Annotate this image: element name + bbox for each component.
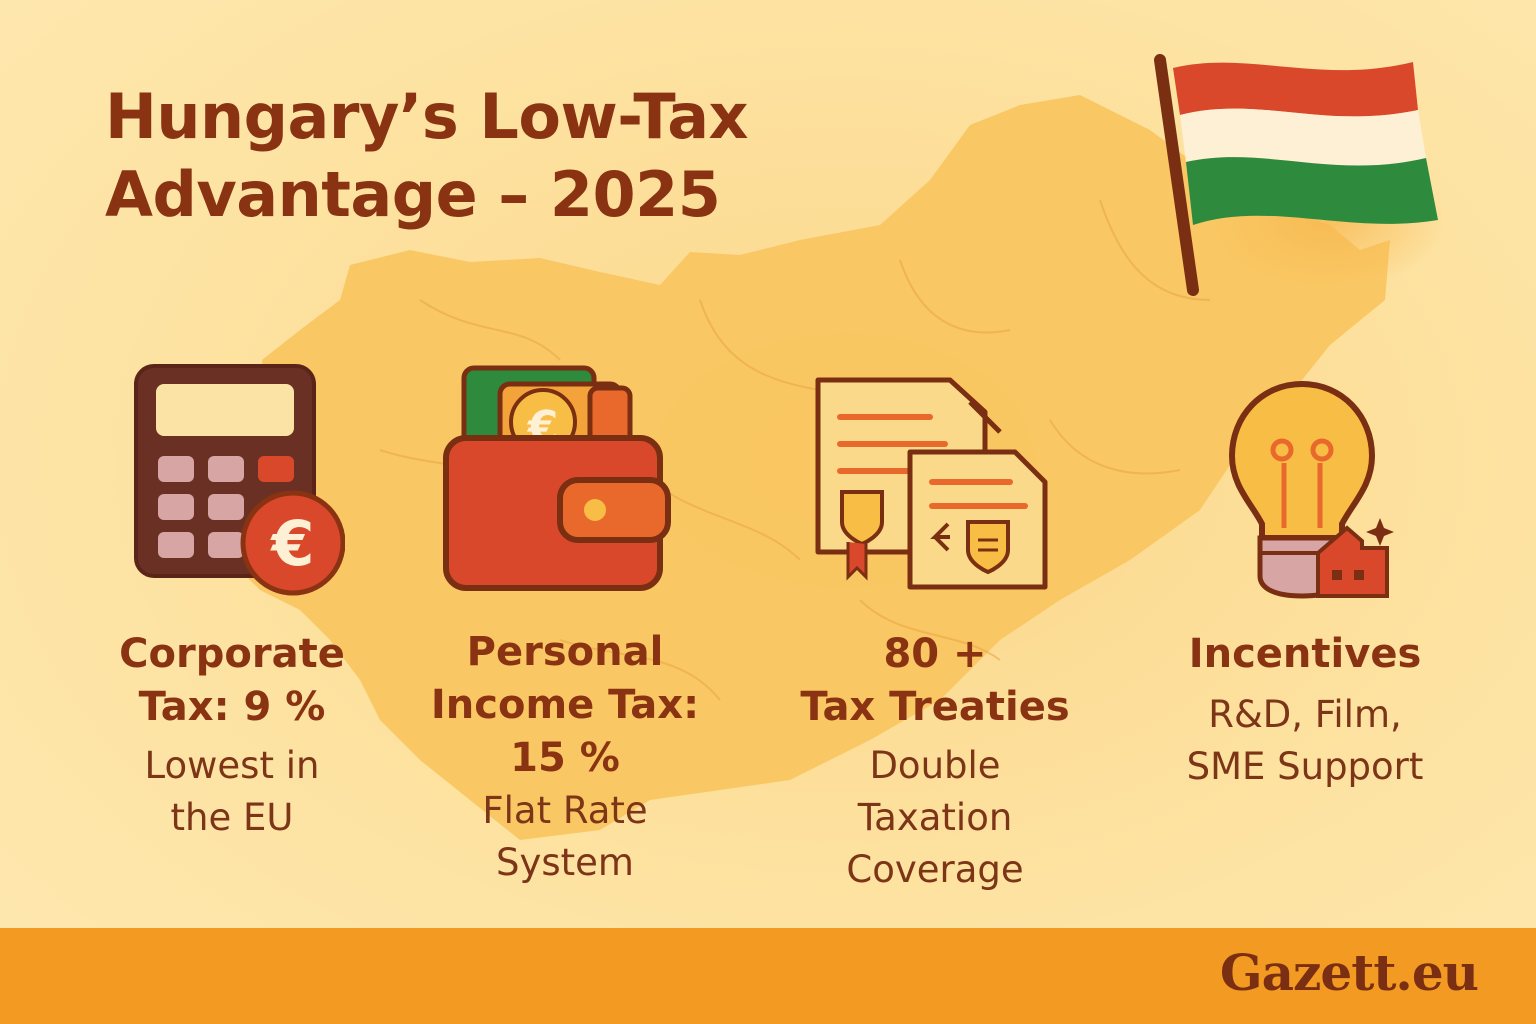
wallet-icon: € [443, 365, 671, 591]
title-line-2: Advantage – 2025 [105, 158, 721, 231]
incentives-subtext-line-2: SME Support [1186, 745, 1424, 788]
personal-income-tax-subtext-line-1: Flat Rate [482, 789, 648, 832]
personal-income-tax-subtext-line-2: System [496, 841, 634, 884]
hungary-flag-icon [1154, 54, 1448, 296]
lightbulb-icon [1228, 380, 1394, 599]
personal-income-tax-heading-line-2: Income Tax: [430, 682, 700, 728]
documents-icon [815, 377, 1048, 590]
tax-treaties-heading-line-1: 80 + [883, 631, 987, 677]
personal-income-tax-heading-line-3: 15 % [510, 735, 620, 781]
tax-treaties-subtext-line-1: Double [869, 744, 1001, 787]
brand-logo-text: Gazett.eu [1219, 943, 1479, 1002]
incentives-heading: Incentives [1188, 631, 1422, 677]
personal-income-tax-panel: Personal Income Tax: 15 % Flat Rate Syst… [400, 626, 730, 889]
tax-treaties-heading-line-2: Tax Treaties [800, 684, 1070, 730]
svg-text:€: € [269, 507, 314, 580]
tax-treaties-subtext-line-3: Coverage [846, 848, 1024, 891]
corporate-tax-subtext-line-1: Lowest in [144, 744, 320, 787]
corporate-tax-panel: Corporate Tax: 9 % Lowest in the EU [82, 628, 382, 844]
corporate-tax-heading-line-1: Corporate [119, 631, 345, 677]
tax-treaties-panel: 80 + Tax Treaties Double Taxation Covera… [770, 628, 1100, 896]
title-line-1: Hungary’s Low-Tax [105, 80, 749, 153]
calculator-euro-icon: € [134, 364, 345, 596]
incentives-subtext-line-1: R&D, Film, [1208, 693, 1402, 736]
tax-treaties-subtext-line-2: Taxation [857, 796, 1013, 839]
corporate-tax-heading-line-2: Tax: 9 % [138, 684, 326, 730]
personal-income-tax-heading-line-1: Personal [466, 629, 664, 675]
page-title: Hungary’s Low-Tax Advantage – 2025 [105, 78, 749, 234]
footer-bar [0, 928, 1536, 1024]
corporate-tax-subtext-line-2: the EU [170, 796, 294, 839]
incentives-panel: Incentives R&D, Film, SME Support [1150, 628, 1460, 793]
